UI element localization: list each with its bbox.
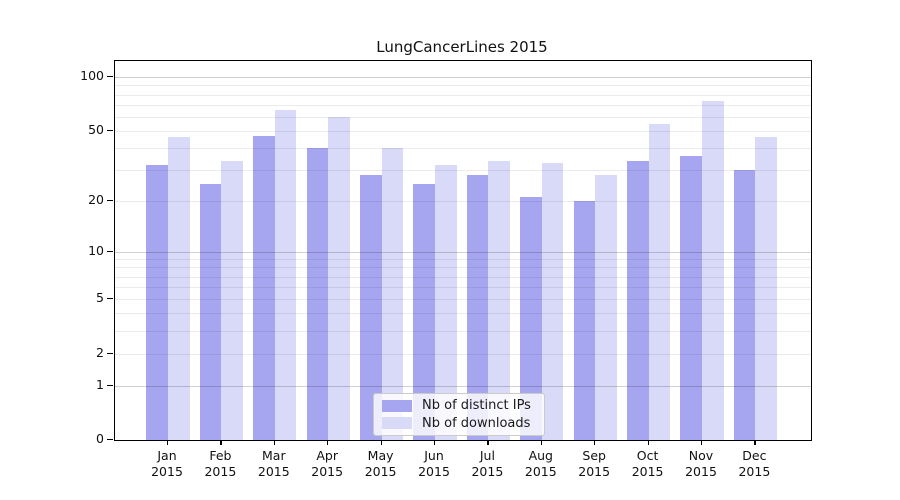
bar-distinct-ips — [466, 175, 489, 440]
y-tick-label: 0 — [96, 431, 104, 446]
bar-downloads — [168, 137, 190, 440]
x-tick-label: Nov 2015 — [685, 448, 717, 479]
x-tick-label: Jan 2015 — [151, 448, 183, 479]
bar-downloads — [648, 123, 671, 440]
y-tick-mark — [107, 199, 113, 201]
bar-downloads — [381, 148, 404, 440]
gridline — [115, 276, 811, 278]
gridline — [115, 259, 811, 261]
y-tick-label: 50 — [88, 121, 104, 137]
gridline — [115, 148, 811, 150]
bar-distinct-ips — [573, 200, 596, 440]
gridline — [115, 385, 811, 387]
legend-swatch-downloads — [382, 417, 412, 430]
bar-distinct-ips — [520, 197, 542, 440]
y-tick-label: 1 — [96, 376, 104, 392]
x-tick-mark — [273, 440, 275, 446]
gridline — [115, 170, 811, 172]
gridline — [115, 287, 811, 289]
x-tick-mark — [701, 440, 703, 446]
bar-downloads — [755, 137, 778, 440]
bar-distinct-ips — [626, 160, 649, 440]
x-tick-label: Dec 2015 — [738, 448, 771, 479]
x-tick-mark — [647, 440, 649, 446]
bar-downloads — [595, 175, 617, 440]
x-tick-mark — [487, 440, 489, 446]
gridline — [115, 130, 811, 132]
gridline — [115, 267, 811, 269]
x-tick-label: Jun 2015 — [418, 448, 450, 479]
chart-title: LungCancerLines 2015 — [376, 38, 548, 56]
y-tick-mark — [107, 384, 113, 386]
x-tick-mark — [167, 440, 169, 446]
legend-label-distinct-ips: Nb of distinct IPs — [422, 398, 531, 414]
x-tick-mark — [327, 440, 329, 446]
bar-downloads — [328, 116, 350, 440]
bar-distinct-ips — [359, 175, 382, 440]
y-tick-mark — [107, 439, 113, 441]
x-tick-mark — [380, 440, 382, 446]
plot-area — [114, 60, 812, 441]
bar-distinct-ips — [253, 135, 275, 440]
gridline — [115, 313, 811, 315]
gridline — [115, 251, 811, 253]
bar-downloads — [274, 109, 297, 440]
legend-row-downloads: Nb of downloads — [382, 416, 536, 431]
y-tick-mark — [107, 352, 113, 354]
x-tick-mark — [594, 440, 596, 446]
legend: Nb of distinct IPs Nb of downloads — [373, 393, 545, 436]
y-tick-mark — [107, 298, 113, 300]
x-tick-label: Mar 2015 — [257, 448, 290, 479]
gridline — [115, 94, 811, 96]
y-tick-label: 5 — [96, 290, 104, 306]
y-tick-label: 10 — [88, 242, 104, 258]
bar-distinct-ips — [199, 183, 222, 440]
bar-distinct-ips — [680, 156, 702, 440]
y-tick-mark — [107, 250, 113, 252]
x-tick-label: Apr 2015 — [311, 448, 344, 479]
bar-distinct-ips — [306, 148, 329, 440]
bar-distinct-ips — [413, 183, 435, 440]
bar-downloads — [221, 160, 244, 440]
bar-downloads — [488, 160, 511, 440]
legend-swatch-distinct-ips — [382, 399, 412, 412]
bar-downloads — [435, 165, 457, 440]
gridline — [115, 331, 811, 333]
x-tick-mark — [434, 440, 436, 446]
x-tick-mark — [220, 440, 222, 446]
y-tick-mark — [107, 129, 113, 132]
bar-distinct-ips — [146, 165, 168, 440]
y-tick-mark — [107, 76, 113, 78]
y-tick-label: 2 — [96, 344, 104, 360]
gridline — [115, 116, 811, 118]
gridline — [115, 299, 811, 301]
x-tick-label: May 2015 — [364, 448, 397, 479]
legend-label-downloads: Nb of downloads — [422, 415, 531, 431]
x-tick-label: Sep 2015 — [578, 448, 611, 479]
x-tick-label: Jul 2015 — [471, 448, 504, 479]
bar-distinct-ips — [733, 170, 756, 440]
x-tick-label: Feb 2015 — [204, 448, 237, 479]
gridline — [115, 85, 811, 87]
x-tick-label: Aug 2015 — [524, 448, 557, 479]
gridline — [115, 353, 811, 355]
x-tick-mark — [540, 440, 542, 446]
gridline — [115, 104, 811, 106]
bar-downloads — [702, 100, 724, 440]
x-tick-label: Oct 2015 — [631, 448, 664, 479]
gridline — [115, 77, 811, 79]
y-tick-label: 100 — [80, 68, 104, 84]
gridline — [115, 200, 811, 202]
y-tick-label: 20 — [88, 191, 104, 207]
legend-row-distinct-ips: Nb of distinct IPs — [382, 398, 536, 413]
bar-downloads — [541, 162, 564, 440]
x-tick-mark — [754, 440, 756, 446]
